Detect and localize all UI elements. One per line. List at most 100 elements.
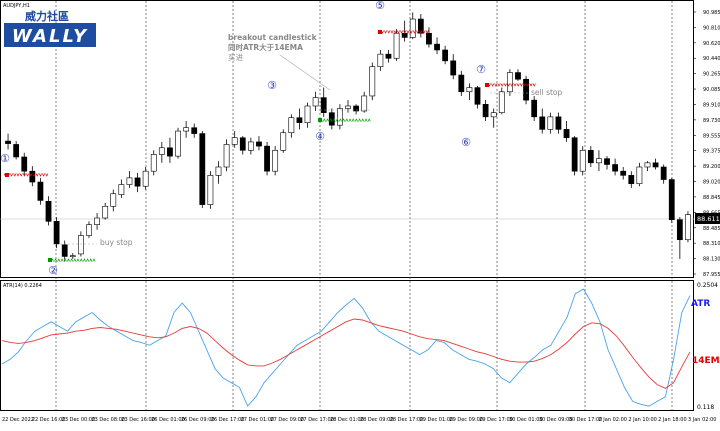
candle[interactable]	[86, 221, 92, 239]
candle[interactable]	[393, 29, 400, 61]
candle[interactable]	[490, 108, 497, 128]
candle[interactable]	[312, 91, 319, 111]
candle[interactable]	[676, 217, 683, 259]
atr-legend: ATR	[691, 299, 710, 309]
candle[interactable]	[482, 100, 489, 122]
candle[interactable]	[523, 75, 529, 105]
candle[interactable]	[45, 196, 52, 226]
candle[interactable]	[377, 49, 384, 71]
time-tick-label: 3 Jan 02:00	[688, 417, 716, 423]
candle[interactable]	[539, 108, 546, 134]
candle[interactable]	[94, 212, 100, 230]
candle[interactable]	[531, 95, 538, 122]
candle[interactable]	[385, 49, 392, 63]
candle[interactable]	[458, 70, 465, 96]
candle[interactable]	[175, 127, 181, 159]
candle[interactable]	[296, 108, 303, 130]
candle[interactable]	[620, 167, 627, 180]
candle[interactable]	[134, 172, 141, 193]
candle[interactable]	[183, 121, 190, 138]
candle[interactable]	[604, 156, 610, 170]
candle[interactable]	[652, 158, 659, 170]
candle[interactable]	[288, 114, 295, 138]
candle[interactable]	[596, 150, 602, 172]
candle[interactable]	[466, 83, 473, 101]
candle-body-bear	[442, 49, 449, 62]
candle[interactable]	[53, 217, 60, 249]
candle[interactable]	[272, 146, 279, 176]
candle-body-bull	[272, 149, 279, 172]
candle[interactable]	[555, 112, 562, 134]
candle[interactable]	[223, 139, 230, 172]
candle[interactable]	[207, 171, 214, 209]
candle[interactable]	[515, 69, 521, 81]
candle[interactable]	[547, 112, 554, 134]
candle[interactable]	[498, 87, 505, 115]
candle[interactable]	[167, 137, 173, 163]
time-tick-label: 26 Dec 01:00	[151, 417, 185, 423]
candle[interactable]	[450, 54, 457, 80]
candle[interactable]	[685, 211, 691, 243]
candle[interactable]	[320, 87, 327, 117]
candle[interactable]	[5, 133, 11, 150]
candle-body-bear	[555, 116, 562, 130]
time-tick-label: 28 Dec 17:00	[390, 417, 424, 423]
candle[interactable]	[571, 136, 578, 176]
candle[interactable]	[191, 123, 198, 138]
candle[interactable]	[636, 162, 643, 187]
candle[interactable]	[337, 104, 343, 130]
price-tick-label: 89.200	[703, 164, 720, 170]
candle[interactable]	[142, 167, 149, 190]
candle[interactable]	[426, 27, 432, 48]
candle[interactable]	[434, 37, 440, 55]
candle[interactable]	[369, 62, 376, 101]
candle[interactable]	[345, 100, 351, 113]
candle[interactable]	[102, 202, 109, 220]
candle[interactable]	[29, 166, 36, 187]
candle[interactable]	[612, 158, 618, 176]
candle[interactable]	[328, 108, 335, 130]
candle[interactable]	[660, 164, 667, 184]
candle[interactable]	[506, 69, 513, 96]
candle[interactable]	[353, 104, 359, 115]
price-tick-label: 88.485	[703, 226, 720, 232]
candle[interactable]	[474, 85, 481, 109]
candle[interactable]	[579, 146, 586, 176]
candle[interactable]	[110, 189, 117, 212]
candlestick-series[interactable]	[5, 12, 691, 262]
candle[interactable]	[304, 102, 311, 128]
candle-body-bull	[377, 53, 384, 67]
candle[interactable]	[215, 161, 222, 184]
candle[interactable]	[118, 179, 125, 198]
candle-body-bull	[596, 158, 602, 164]
candle[interactable]	[442, 45, 449, 65]
candle[interactable]	[644, 161, 651, 172]
candle[interactable]	[628, 171, 635, 188]
candle[interactable]	[126, 171, 133, 188]
candle[interactable]	[587, 146, 594, 168]
price-axis[interactable]: 90.985 90.810 90.620 90.440 90.265 90.085 89.9…	[693, 10, 720, 278]
candle[interactable]	[21, 152, 28, 176]
candle[interactable]	[256, 136, 262, 151]
candle[interactable]	[247, 137, 254, 155]
candle[interactable]	[69, 253, 76, 259]
candle[interactable]	[563, 121, 570, 142]
candle-body-bull	[345, 105, 351, 109]
candle[interactable]	[13, 141, 20, 160]
candle[interactable]	[199, 131, 206, 208]
candle[interactable]	[37, 177, 44, 205]
candle[interactable]	[280, 129, 287, 153]
candle[interactable]	[158, 141, 165, 163]
candle[interactable]	[150, 150, 157, 176]
candle[interactable]	[264, 141, 270, 176]
candle[interactable]	[231, 131, 238, 148]
candle[interactable]	[361, 91, 368, 113]
candle-body-bull	[94, 217, 100, 225]
candle[interactable]	[239, 136, 246, 155]
candle[interactable]	[409, 12, 416, 40]
candle-body-bull	[175, 130, 181, 157]
candle[interactable]	[668, 177, 675, 224]
price-tick-label: 87.955	[703, 272, 720, 278]
